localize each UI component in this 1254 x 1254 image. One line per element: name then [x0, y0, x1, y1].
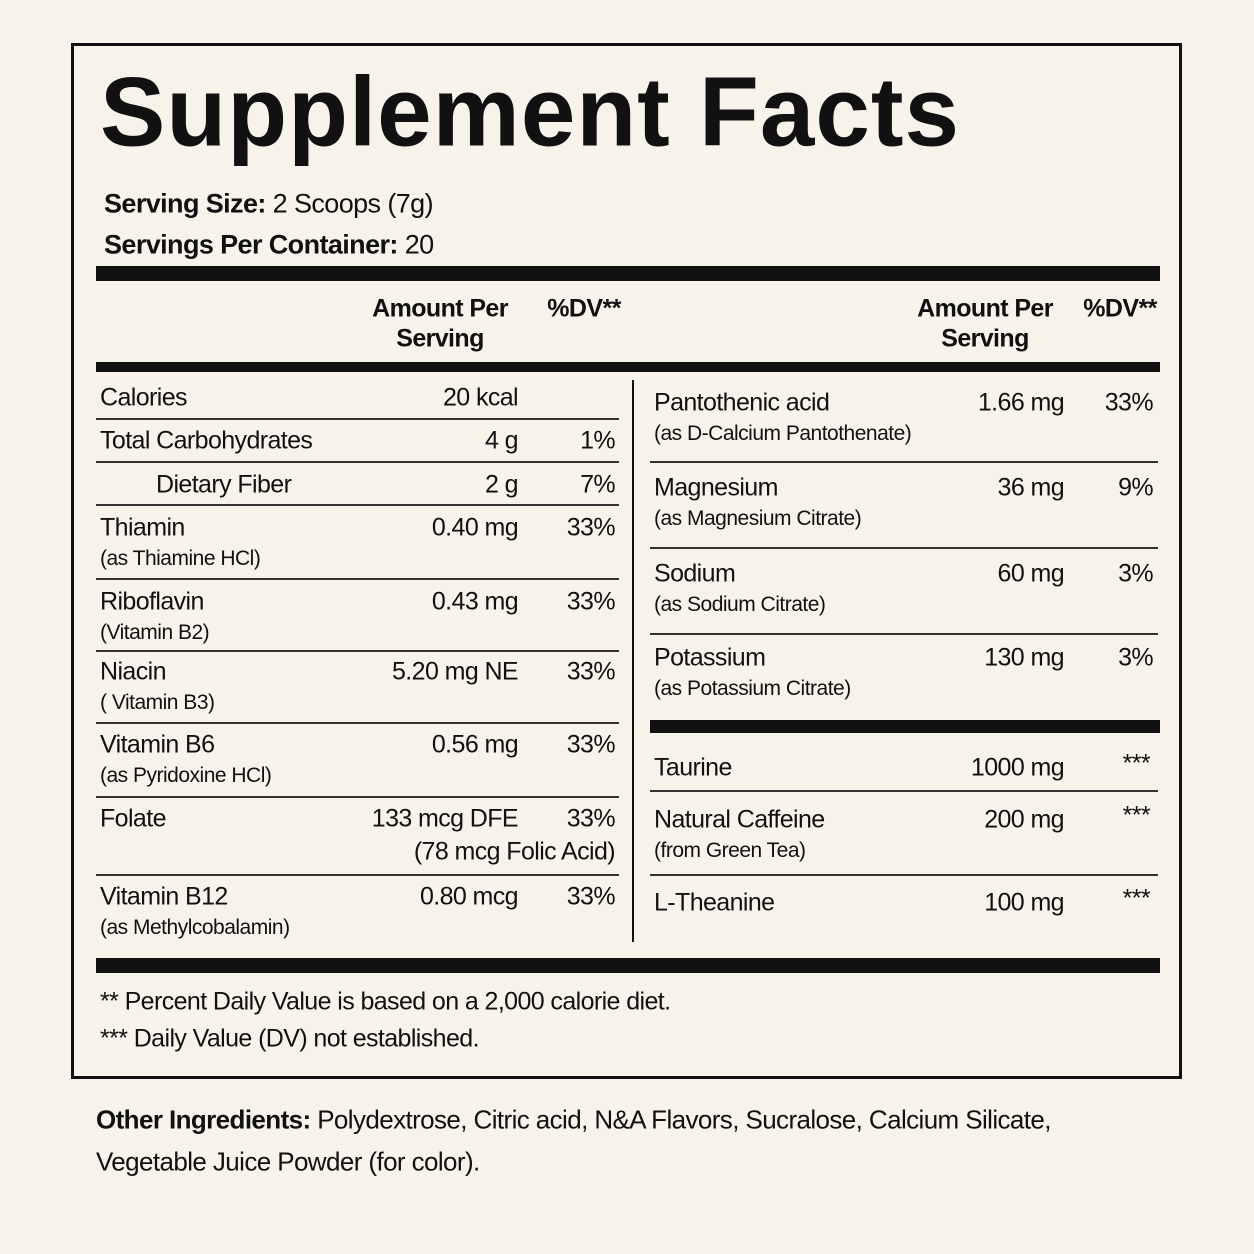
- row-name: Vitamin B12: [100, 882, 228, 911]
- row-amount: 130 mg: [984, 643, 1064, 672]
- row-dv: ***: [1122, 749, 1151, 778]
- row-name: Dietary Fiber: [156, 470, 292, 499]
- row-dv: 33%: [566, 587, 616, 616]
- row-amount: 1000 mg: [970, 753, 1065, 782]
- row-rule: [96, 874, 619, 876]
- row-rule: [650, 461, 1158, 463]
- label: Servings Per Container:: [104, 229, 398, 260]
- row-name: Thiamin: [100, 513, 185, 542]
- value: 20: [404, 229, 434, 260]
- row-rule: [650, 547, 1158, 549]
- row-dv: 9%: [1118, 473, 1154, 502]
- row-amount: 133 mcg DFE: [371, 804, 519, 833]
- row-name: Calories: [100, 383, 188, 412]
- row-amount: 0.56 mg: [431, 730, 519, 759]
- value: 2 Scoops (7g): [272, 188, 434, 219]
- row-dv: 1%: [580, 426, 616, 455]
- divider: [632, 380, 634, 942]
- row-name: Riboflavin: [100, 587, 204, 616]
- other-ingredients-cont: Vegetable Juice Powder (for color).: [96, 1146, 480, 1177]
- footnote: ** Percent Daily Value is based on a 2,0…: [100, 987, 671, 1016]
- row-name: Niacin: [100, 657, 166, 686]
- header-amount: Amount Per: [372, 294, 508, 323]
- row-name: Total Carbohydrates: [100, 426, 313, 455]
- row-rule: [96, 418, 619, 420]
- label-box: [71, 43, 1182, 1079]
- footnote: *** Daily Value (DV) not established.: [100, 1024, 480, 1053]
- row-note: (78 mcg Folic Acid): [413, 837, 616, 866]
- row-amount: 20 kcal: [442, 383, 519, 412]
- row-name: Folate: [100, 804, 166, 833]
- row-dv: 33%: [566, 657, 616, 686]
- row-amount: 36 mg: [997, 473, 1065, 502]
- row-amount: 2 g: [485, 470, 519, 499]
- row-dv: 33%: [566, 804, 616, 833]
- row-amount: 1.66 mg: [977, 388, 1065, 417]
- row-sub: (from Green Tea): [654, 839, 806, 862]
- row-sub: (as D-Calcium Pantothenate): [654, 422, 912, 445]
- text: Polydextrose, Citric acid, N&A Flavors, …: [317, 1104, 1051, 1135]
- row-amount: 0.40 mg: [431, 513, 519, 542]
- row-amount: 4 g: [485, 426, 519, 455]
- row-sub: (as Potassium Citrate): [654, 677, 851, 700]
- row-amount: 200 mg: [984, 805, 1064, 834]
- row-dv: 7%: [580, 470, 616, 499]
- label: Other Ingredients:: [96, 1104, 311, 1135]
- row-rule: [96, 796, 619, 798]
- row-rule: [96, 578, 619, 580]
- row-dv: 33%: [566, 513, 616, 542]
- row-name: Sodium: [654, 559, 736, 588]
- row-name: Taurine: [654, 753, 732, 782]
- row-name: L-Theanine: [654, 888, 775, 917]
- row-rule: [96, 461, 619, 463]
- header-dv: %DV**: [1083, 294, 1157, 323]
- row-rule: [650, 633, 1158, 635]
- row-rule: [96, 650, 619, 652]
- row-dv: 33%: [566, 730, 616, 759]
- row-name: Magnesium: [654, 473, 778, 502]
- row-dv: ***: [1122, 801, 1151, 830]
- row-sub: (as Methylcobalamin): [100, 916, 290, 939]
- row-rule: [96, 504, 619, 506]
- row-name: Pantothenic acid: [654, 388, 830, 417]
- row-sub: (as Pyridoxine HCl): [100, 764, 272, 787]
- row-amount: 100 mg: [984, 888, 1064, 917]
- servings-per-container: Servings Per Container: 20: [104, 230, 434, 261]
- row-rule: [96, 722, 619, 724]
- other-ingredients: Other Ingredients: Polydextrose, Citric …: [96, 1105, 1051, 1136]
- row-dv: ***: [1122, 884, 1151, 913]
- rule: [96, 958, 1160, 973]
- label: Serving Size:: [104, 188, 266, 219]
- row-dv: 33%: [1104, 388, 1154, 417]
- row-dv: 3%: [1118, 559, 1154, 588]
- title: Supplement Facts: [100, 56, 961, 167]
- row-sub: (as Magnesium Citrate): [654, 507, 862, 530]
- row-sub: (as Thiamine HCl): [100, 547, 261, 570]
- header-amount: Serving: [941, 324, 1029, 353]
- row-name: Vitamin B6: [100, 730, 215, 759]
- row-dv: 33%: [566, 882, 616, 911]
- rule: [96, 362, 1160, 372]
- row-amount: 0.43 mg: [431, 587, 519, 616]
- row-amount: 60 mg: [997, 559, 1065, 588]
- row-name: Natural Caffeine: [654, 805, 825, 834]
- rule: [650, 720, 1160, 733]
- rule: [96, 266, 1160, 281]
- row-sub: (Vitamin B2): [100, 621, 210, 644]
- row-amount: 5.20 mg NE: [391, 657, 519, 686]
- row-name: Potassium: [654, 643, 766, 672]
- serving-size: Serving Size: 2 Scoops (7g): [104, 188, 434, 220]
- row-amount: 0.80 mcg: [419, 882, 519, 911]
- header-amount: Serving: [396, 324, 484, 353]
- row-sub: (as Sodium Citrate): [654, 593, 826, 616]
- row-dv: 3%: [1118, 643, 1154, 672]
- row-rule: [650, 874, 1158, 876]
- row-sub: ( Vitamin B3): [100, 691, 215, 714]
- row-rule: [650, 790, 1158, 792]
- header-amount: Amount Per: [917, 294, 1053, 323]
- header-dv: %DV**: [547, 294, 621, 323]
